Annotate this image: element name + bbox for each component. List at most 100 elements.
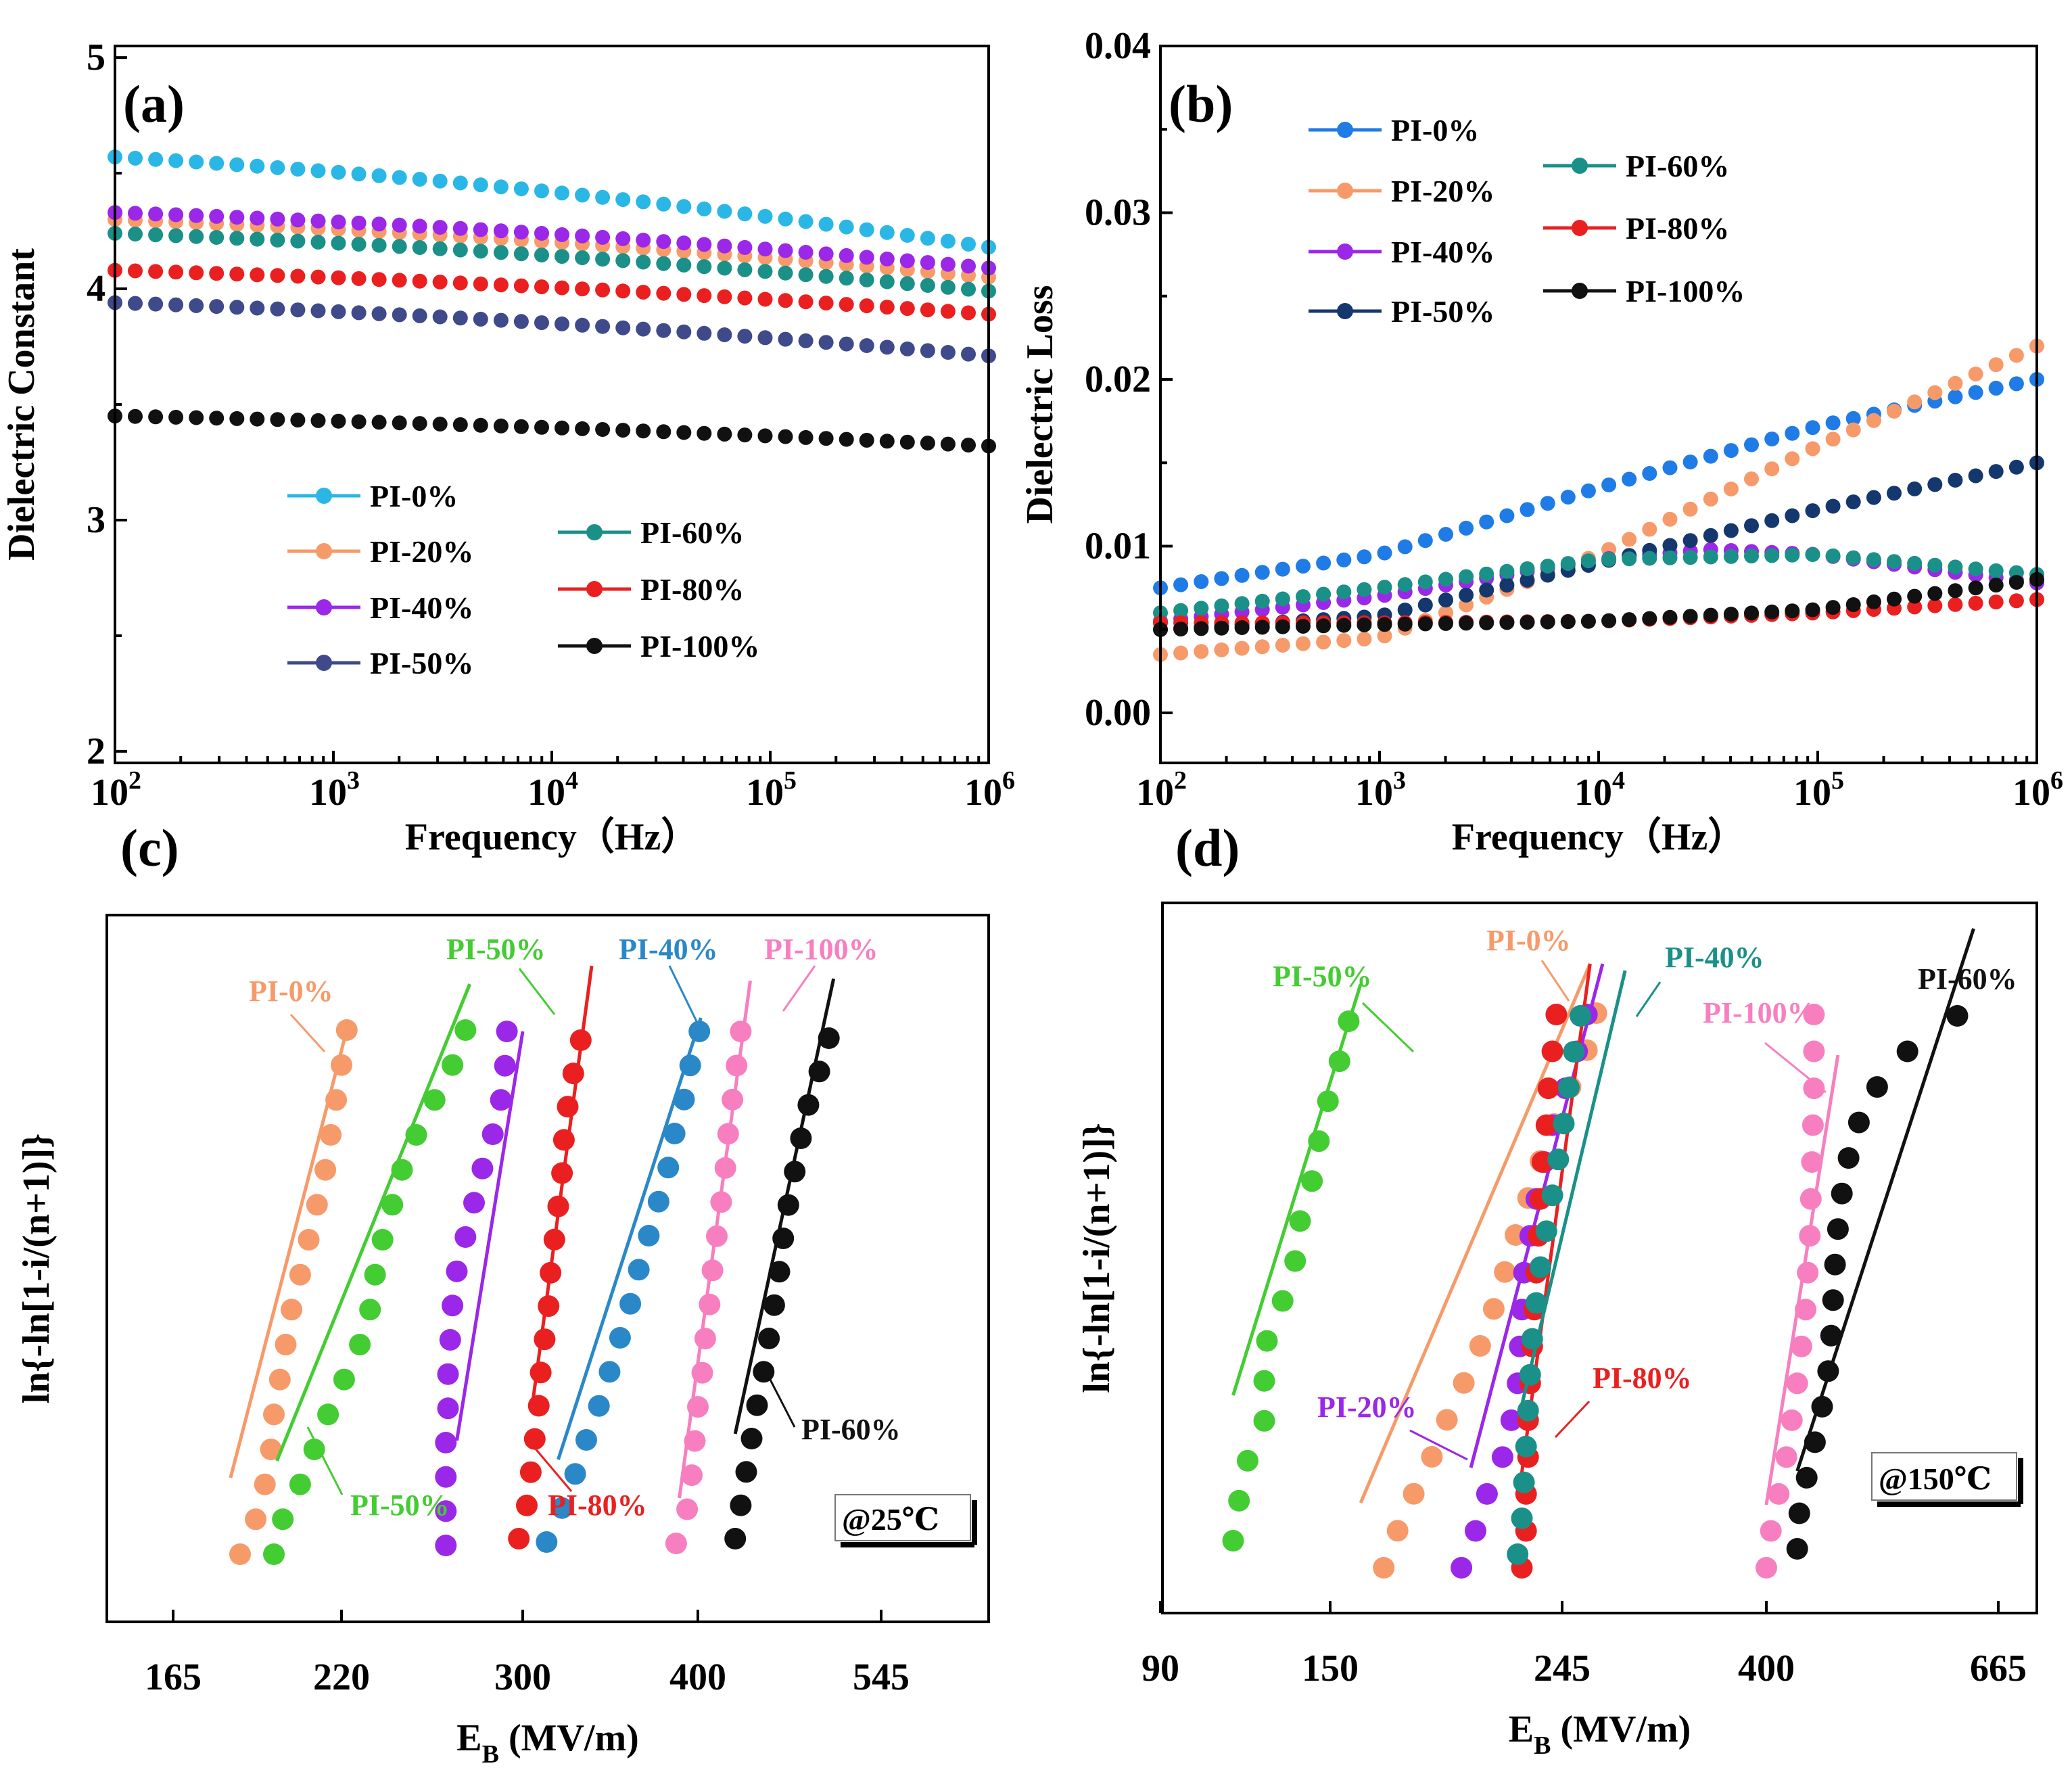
chart-d-point [1824,1253,1846,1276]
chart-c-plot-frame [105,914,990,1623]
chart-c-point [714,1157,736,1179]
chart-a-ytick-label: 3 [87,499,105,541]
chart-a-ytick-label: 5 [87,37,105,78]
chart-a-ylabel: Dielectric Constant [1,248,43,561]
chart-b-point [1357,549,1372,565]
chart-b-point [1560,556,1576,572]
chart-a-point [310,413,326,428]
chart-b-point [1296,619,1311,634]
chart-b-point [1438,592,1453,608]
chart-b-point [1662,460,1678,475]
annotation-leader [782,965,816,1012]
chart-b-point [1642,521,1657,537]
chart-d-point [1338,1010,1360,1032]
chart-a-legend-pi-100pct: PI-100% [558,629,759,663]
legend-label: PI-80% [1626,211,1729,246]
chart-b-point [2008,593,2024,609]
chart-c-point [569,1029,592,1051]
chart-b-point [1234,620,1250,635]
chart-c-point [516,1494,538,1516]
chart-c-series-pi-0pct [229,1019,358,1565]
chart-d-series-pi-60pct [1786,928,1975,1560]
legend-marker [586,581,603,597]
chart-a-point [331,413,346,429]
chart-b-point [1316,618,1332,634]
chart-a-point [879,225,895,240]
chart-d-point [1403,1483,1425,1505]
chart-c-point [306,1194,328,1216]
chart-a-point [818,246,834,262]
chart-a-point [778,429,793,444]
chart-c-point [523,1428,546,1450]
chart-a-point [310,269,326,285]
chart-a-point [595,319,611,334]
chart-d-point [1795,1466,1818,1489]
legend-marker [1337,303,1353,319]
chart-b-point [1357,582,1372,597]
chart-b-point [1479,615,1494,630]
chart-c-point [446,1260,468,1282]
chart-b-point [1866,594,1881,609]
chart-a-point [575,317,590,333]
chart-b-point [1601,477,1617,492]
chart-a-xtick-label: 105 [746,766,797,814]
chart-b-point [1785,603,1800,619]
chart-c-xlabel: EB (MV/m) [456,1717,639,1769]
chart-b-point [1275,591,1290,607]
chart-d-point [1768,1483,1790,1505]
chart-d-point [1476,1483,1498,1505]
chart-d-fit-line [1469,963,1605,1468]
chart-c-point [588,1395,610,1417]
chart-a-point [940,436,956,452]
chart-d-point [1946,1005,1969,1027]
chart-a-point [697,237,712,252]
chart-d-point [1451,1557,1473,1579]
chart-a-series-pi-100pct [108,409,996,454]
chart-b-point [1316,586,1332,602]
chart-a-point [452,417,468,432]
chart-b-point [1214,571,1229,586]
chart-d-panel-tag: (d) [1175,818,1240,877]
chart-a-point [757,241,773,257]
chart-a-point [513,419,529,434]
chart-c-point [808,1060,830,1083]
chart-a-point [473,311,488,327]
chart-b-point [1703,607,1718,623]
chart-a-point [920,343,935,358]
chart-a-point [371,306,387,321]
chart-c-point [684,1430,706,1452]
chart-c-xtick-label: 545 [853,1656,910,1698]
chart-a-point [270,301,285,317]
annotation-label: PI-80% [548,1489,647,1522]
chart-c-point [335,1019,358,1041]
chart-d-point [1535,1114,1557,1136]
chart-a-point [656,256,672,271]
chart-b-point [1520,502,1535,517]
chart-b-point [1540,559,1555,574]
chart-a-point [250,210,265,226]
chart-a-point [839,297,854,312]
chart-b-point [1723,523,1739,538]
chart-c-series-pi-80pct [508,965,594,1549]
chart-a-point [331,164,346,180]
chart-a-point [676,199,692,214]
chart-c-point [359,1299,381,1321]
annotation-leader [1409,1429,1468,1461]
chart-a-series-pi-60pct [108,226,996,299]
chart-a-point [412,218,427,234]
chart-a-point [371,168,387,183]
chart-a-point [757,208,773,224]
chart-b-point [1682,454,1698,470]
chart-b-point [1336,633,1352,649]
chart-b-point [1785,547,1800,563]
chart-a-point [331,214,346,230]
chart-d-point [1519,1363,1541,1386]
chart-a-point [899,301,915,317]
chart-c-point [260,1439,282,1460]
chart-a-legend-pi-50pct: PI-50% [287,646,473,680]
chart-c-point [333,1368,355,1391]
chart-c-point [688,1021,711,1042]
legend-label: PI-80% [640,572,744,607]
chart-c-point [325,1089,348,1111]
chart-a-point [818,216,834,232]
